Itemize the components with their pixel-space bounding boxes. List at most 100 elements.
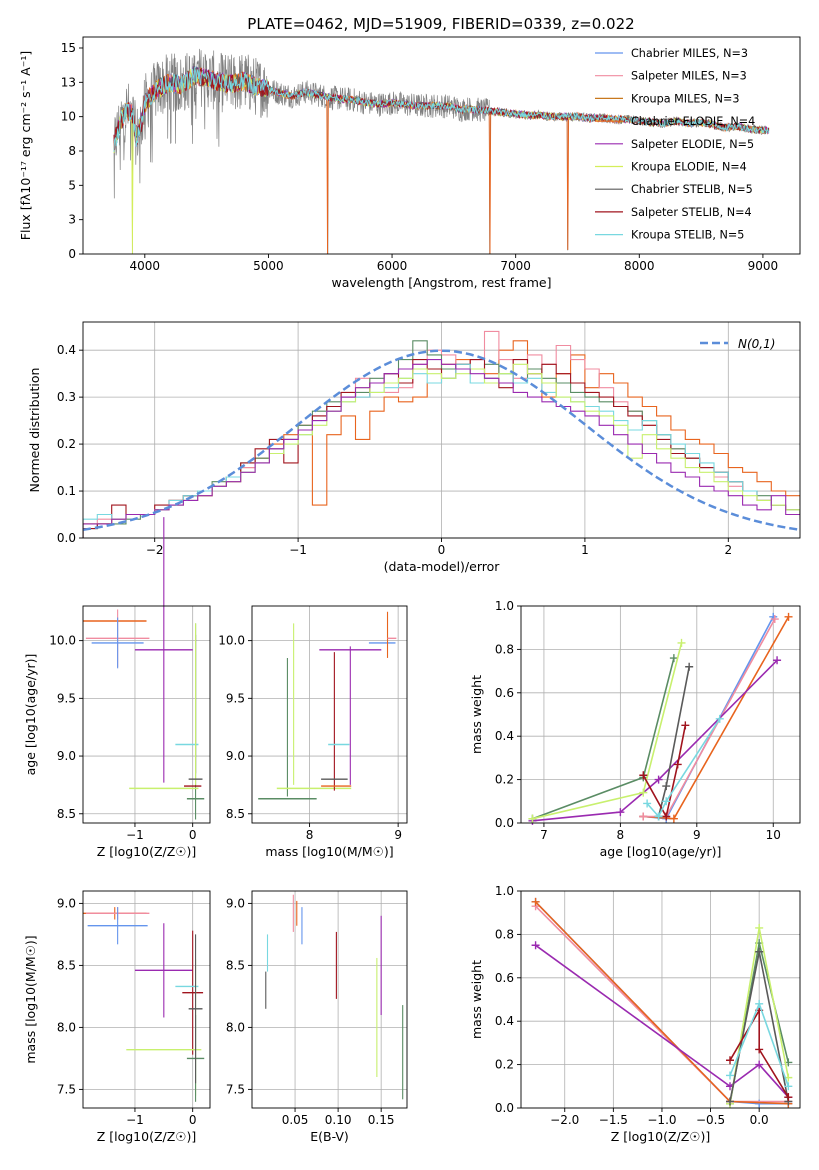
y-tick-label: 0.4: [57, 343, 76, 357]
spectrum-panel: 4000 5000 6000 7000 8000 9000 0 3 5 8 10 13 15 wavele…: [18, 36, 801, 290]
x-tick-label: 9: [693, 828, 701, 842]
legend-entry: Kroupa MILES, N=3: [631, 92, 739, 105]
y-tick-label: 0.6: [495, 971, 514, 985]
x-tick-label: 0: [189, 1113, 197, 1127]
axes-frame: [82, 605, 211, 824]
x-axis-label: mass [log10(M/M☉)]: [265, 844, 393, 859]
y-tick-label: 0.0: [57, 531, 76, 545]
weight-marker: [654, 775, 663, 784]
weight-marker: [685, 662, 694, 671]
y-axis-label: mass weight: [469, 960, 484, 1039]
x-tick-label: 7000: [500, 259, 531, 273]
x-tick-label: 0.05: [282, 1113, 309, 1127]
weight-marker: [784, 1093, 793, 1102]
weight-marker: [755, 1045, 764, 1054]
y-tick-label: 8.5: [226, 807, 245, 821]
y-tick-label: 8.5: [226, 958, 245, 972]
legend-entry: Kroupa STELIB, N=5: [631, 229, 744, 242]
x-tick-label: 9: [394, 828, 402, 842]
y-tick-label: 8.0: [226, 1020, 245, 1034]
weight-marker: [726, 1071, 735, 1080]
mass-vs-ebv-panel: 0.05 0.10 0.15 7.5 8.0 8.5 9.0 E(B-V): [226, 890, 408, 1144]
x-tick-label: 8000: [624, 259, 655, 273]
x-tick-label: 7: [540, 828, 548, 842]
x-tick-label: −1.0: [647, 1113, 676, 1127]
weight-marker: [673, 760, 682, 769]
y-tick-label: 7.5: [57, 1082, 76, 1096]
y-tick-label: 13: [61, 75, 76, 89]
axes-frame: [251, 605, 408, 824]
weight-vs-Z-panel: −2.0 −1.5 −1.0 −0.5 0.0 0.0 0.2 0.4 0.6 0.8 1.0 Z […: [469, 884, 801, 1144]
y-tick-label: 0.6: [495, 686, 514, 700]
axes-frame: [82, 890, 211, 1109]
weight-marker: [639, 771, 648, 780]
y-tick-label: 8.5: [57, 807, 76, 821]
y-tick-label: 9.5: [226, 691, 245, 705]
weight-line: [729, 1007, 789, 1098]
weight-marker: [639, 788, 648, 797]
axes-frame: [82, 36, 801, 255]
weight-marker: [755, 999, 764, 1008]
y-tick-label: 0.3: [57, 390, 76, 404]
weight-marker: [755, 1060, 764, 1069]
x-tick-label: 8: [617, 828, 625, 842]
x-tick-label: 0.15: [368, 1113, 395, 1127]
histogram-step: [83, 359, 800, 538]
y-tick-label: 0.4: [495, 729, 514, 743]
y-tick-label: 10.0: [49, 634, 76, 648]
x-axis-label: Z [log10(Z/Z☉)]: [97, 1129, 197, 1144]
weight-marker: [755, 923, 764, 932]
y-tick-label: 3: [68, 213, 76, 227]
weight-marker: [531, 941, 540, 950]
y-tick-label: 0: [68, 247, 76, 261]
axes-frame: [520, 890, 801, 1109]
y-axis-label: Normed distribution: [27, 368, 42, 493]
y-tick-label: 0.8: [495, 927, 514, 941]
legend-entry: N(0,1): [738, 337, 775, 351]
x-tick-label: 4000: [130, 259, 161, 273]
x-tick-label: 0.10: [325, 1113, 352, 1127]
x-tick-label: 5000: [253, 259, 284, 273]
age-vs-Z-panel: −1 0 8.5 9.0 9.5 10.0 Z [log10(Z/Z☉)] age [log1…: [23, 517, 211, 859]
y-tick-label: 0.2: [495, 773, 514, 787]
age-vs-mass-panel: 8 9 8.5 9.0 9.5 10.0 mass [log10(M/M☉)]: [218, 605, 408, 859]
y-tick-label: 0.8: [495, 642, 514, 656]
weight-vs-age-panel: 7 8 9 10 0.0 0.2 0.4 0.6 0.8 1.0 age [log10(age/yr…: [469, 599, 801, 859]
weight-marker: [755, 947, 764, 956]
x-tick-label: −1: [289, 543, 307, 557]
legend-entry: Salpeter STELIB, N=4: [631, 206, 752, 219]
y-axis-label: mass [log10(M/M☉)]: [23, 935, 38, 1063]
weight-marker: [726, 1056, 735, 1065]
weight-marker: [662, 812, 671, 821]
weight-marker: [726, 1097, 735, 1106]
y-tick-label: 8.5: [57, 958, 76, 972]
residuals-panel: −2 −1 0 1 2 0.0 0.1 0.2 0.3 0.4 (data-model)/error…: [27, 321, 801, 574]
weight-marker: [639, 812, 648, 821]
y-tick-label: 0.4: [495, 1014, 514, 1028]
figure-title: PLATE=0462, MJD=51909, FIBERID=0339, z=0…: [247, 15, 634, 33]
weight-marker: [784, 612, 793, 621]
x-tick-label: 0: [438, 543, 446, 557]
y-tick-label: 5: [68, 178, 76, 192]
y-tick-label: 1.0: [495, 884, 514, 898]
y-tick-label: 9.0: [226, 896, 245, 910]
weight-marker: [669, 654, 678, 663]
weight-marker: [677, 638, 686, 647]
y-tick-label: 0.0: [495, 816, 514, 830]
weight-marker: [669, 814, 678, 823]
legend-entry: Chabrier ELODIE, N=4: [631, 115, 755, 128]
x-tick-label: 0.0: [750, 1113, 769, 1127]
weight-marker: [528, 814, 537, 823]
x-axis-label: Z [log10(Z/Z☉)]: [97, 844, 197, 859]
weight-marker: [531, 897, 540, 906]
weight-marker: [715, 714, 724, 723]
weight-marker: [784, 1082, 793, 1091]
x-tick-label: −0.5: [696, 1113, 725, 1127]
x-axis-label: age [log10(age/yr)]: [600, 844, 722, 859]
x-tick-label: 10: [766, 828, 781, 842]
legend-entry: Salpeter MILES, N=3: [631, 70, 747, 83]
gaussian-curve: [82, 349, 801, 532]
weight-marker: [662, 782, 671, 791]
y-tick-label: 0.2: [495, 1058, 514, 1072]
